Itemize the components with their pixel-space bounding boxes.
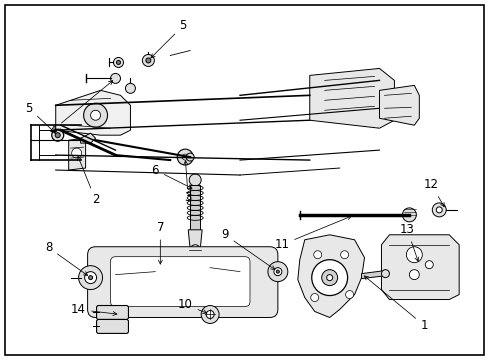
FancyBboxPatch shape bbox=[110, 257, 249, 306]
Circle shape bbox=[345, 291, 353, 298]
Circle shape bbox=[206, 310, 214, 319]
Text: 5: 5 bbox=[151, 19, 186, 58]
Circle shape bbox=[273, 268, 281, 276]
Polygon shape bbox=[297, 235, 364, 318]
Circle shape bbox=[313, 251, 321, 259]
Polygon shape bbox=[56, 90, 130, 135]
FancyBboxPatch shape bbox=[87, 247, 277, 318]
Polygon shape bbox=[361, 271, 386, 279]
Circle shape bbox=[186, 153, 194, 161]
Circle shape bbox=[55, 133, 60, 138]
Circle shape bbox=[340, 251, 348, 259]
Text: 14: 14 bbox=[71, 303, 117, 316]
Polygon shape bbox=[309, 68, 394, 128]
Text: 3: 3 bbox=[183, 161, 191, 204]
Circle shape bbox=[326, 275, 332, 280]
Circle shape bbox=[90, 110, 101, 120]
FancyBboxPatch shape bbox=[96, 319, 128, 333]
Text: 13: 13 bbox=[399, 223, 418, 261]
Circle shape bbox=[145, 58, 151, 63]
Circle shape bbox=[381, 270, 388, 278]
Polygon shape bbox=[190, 185, 200, 230]
Text: 4: 4 bbox=[49, 81, 112, 137]
Polygon shape bbox=[379, 85, 419, 125]
Text: 5: 5 bbox=[25, 102, 55, 133]
Circle shape bbox=[190, 245, 200, 255]
Circle shape bbox=[110, 73, 120, 84]
Circle shape bbox=[408, 270, 419, 280]
Circle shape bbox=[182, 154, 188, 160]
Circle shape bbox=[435, 207, 441, 213]
Circle shape bbox=[83, 103, 107, 127]
Text: 8: 8 bbox=[45, 241, 87, 275]
Circle shape bbox=[52, 129, 63, 141]
Polygon shape bbox=[68, 138, 85, 170]
Polygon shape bbox=[81, 133, 95, 143]
Text: 11: 11 bbox=[274, 216, 350, 251]
Circle shape bbox=[125, 84, 135, 93]
Text: 12: 12 bbox=[423, 179, 444, 207]
Text: 10: 10 bbox=[178, 298, 206, 314]
Circle shape bbox=[201, 306, 219, 323]
Circle shape bbox=[425, 261, 432, 269]
Circle shape bbox=[72, 148, 81, 158]
Circle shape bbox=[267, 262, 287, 282]
Circle shape bbox=[310, 293, 318, 302]
Circle shape bbox=[431, 203, 446, 217]
Circle shape bbox=[79, 266, 102, 289]
Circle shape bbox=[189, 174, 201, 186]
FancyBboxPatch shape bbox=[96, 306, 128, 319]
Circle shape bbox=[142, 54, 154, 67]
Circle shape bbox=[88, 276, 92, 280]
Circle shape bbox=[113, 58, 123, 67]
Circle shape bbox=[402, 208, 415, 222]
Text: 2: 2 bbox=[78, 157, 99, 206]
Circle shape bbox=[116, 60, 120, 64]
Circle shape bbox=[321, 270, 337, 285]
Text: 6: 6 bbox=[151, 163, 192, 188]
Circle shape bbox=[276, 270, 279, 273]
Text: 7: 7 bbox=[156, 221, 164, 264]
Text: 1: 1 bbox=[364, 276, 427, 332]
Polygon shape bbox=[381, 235, 458, 300]
Polygon shape bbox=[188, 230, 202, 250]
Circle shape bbox=[311, 260, 347, 296]
Text: 9: 9 bbox=[221, 228, 274, 270]
Circle shape bbox=[177, 149, 193, 165]
Circle shape bbox=[84, 272, 96, 284]
Circle shape bbox=[406, 247, 422, 263]
